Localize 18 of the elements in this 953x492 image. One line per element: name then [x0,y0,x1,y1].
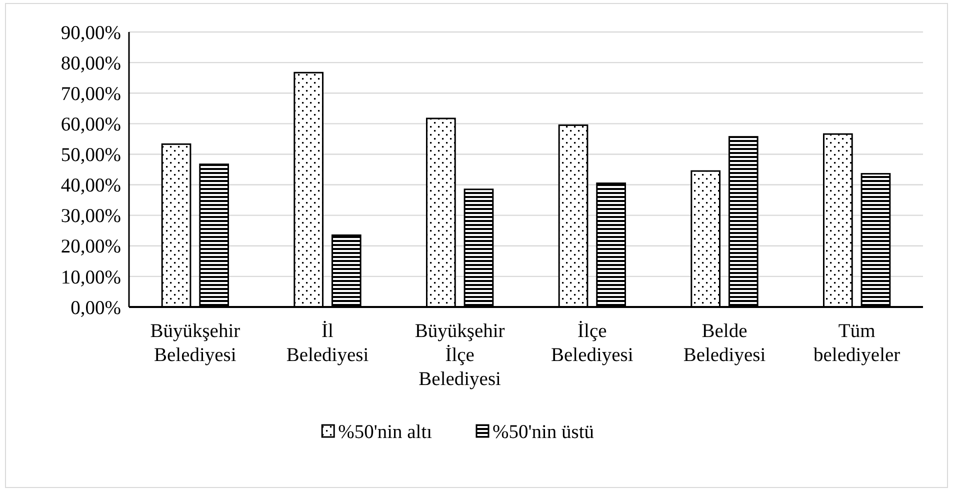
y-tick-label: 60,00% [60,114,121,136]
y-tick-label: 20,00% [60,236,121,258]
x-tick-label: Büyükşehir Belediyesi [150,321,241,366]
y-tick-label: 30,00% [60,206,121,228]
y-tick-label: 10,00% [60,267,121,288]
y-tick-label: 50,00% [60,145,121,166]
y-tick-label: 0,00% [70,298,121,319]
legend-label: %50'nin üstü [492,422,594,443]
x-tick-label: Tüm belediyeler [814,321,901,366]
x-tick-label: İlçe Belediyesi [551,320,634,366]
x-tick-label: Belde Belediyesi [683,321,766,366]
y-tick-label: 40,00% [60,176,121,197]
y-tick-label: 80,00% [60,53,121,74]
y-tick-label: 70,00% [60,84,121,105]
y-tick-label: 90,00% [60,22,121,44]
legend-label: %50'nin altı [338,422,433,443]
x-tick-label: İl Belediyesi [286,320,370,366]
x-tick-label: Büyükşehir İlçe Belediyesi [414,321,506,390]
